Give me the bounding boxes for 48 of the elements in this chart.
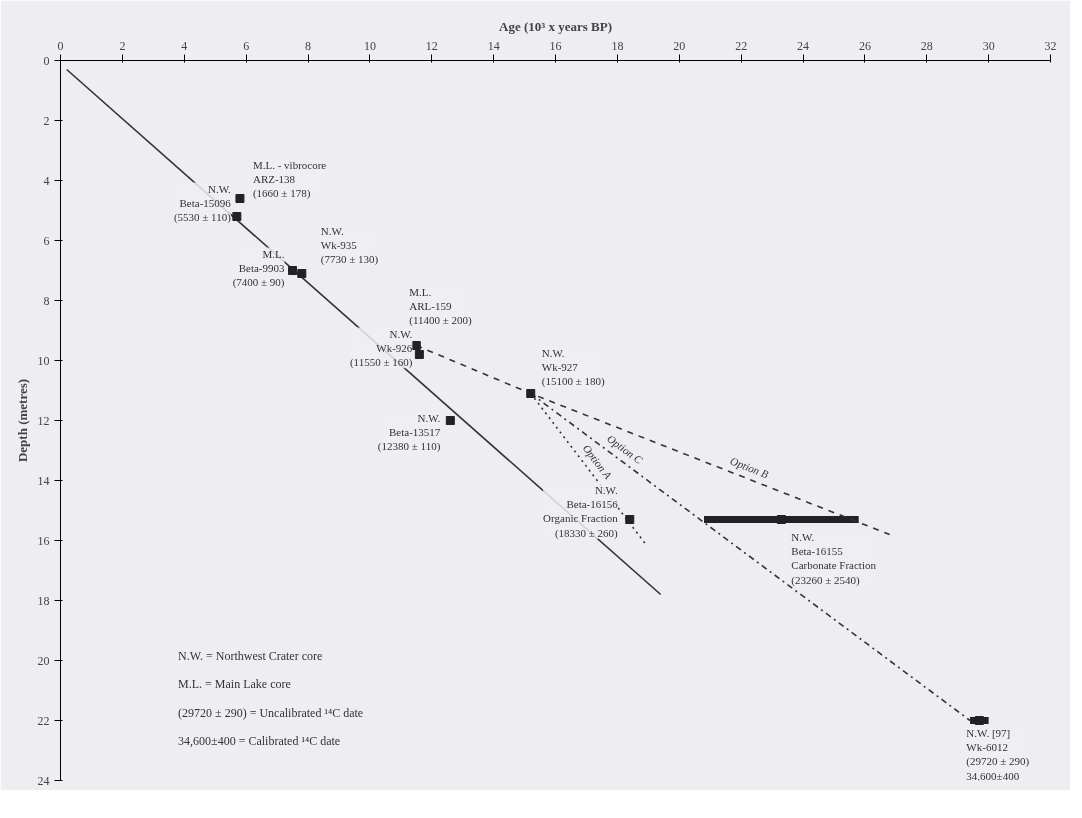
annotation: N.W. = Northwest Crater core bbox=[178, 648, 323, 663]
x-tick-label: 20 bbox=[673, 38, 686, 53]
y-tick-label: 14 bbox=[37, 473, 50, 488]
text: Option B bbox=[728, 454, 771, 481]
annotation: N.W. Beta-16155 Carbonate Fraction (23260 ± 2540) bbox=[791, 530, 877, 587]
y-tick-label: 10 bbox=[37, 353, 50, 368]
y-tick-label: 8 bbox=[43, 293, 50, 308]
annotation: M.L. ARL-159 (11400 ± 200) bbox=[409, 285, 473, 328]
annotation: N.W. Wk-935 (7730 ± 130) bbox=[320, 224, 379, 267]
y-tick-label: 20 bbox=[37, 653, 50, 668]
y-tick-label: 16 bbox=[37, 533, 50, 548]
y-tick-label: 0 bbox=[43, 53, 50, 68]
y-tick-label: 24 bbox=[37, 773, 50, 788]
annotation: M.L. Beta-9903 (7400 ± 90) bbox=[232, 247, 286, 290]
y-axis-title: Depth (metres) bbox=[14, 378, 30, 463]
annotation: N.W. [97] Wk-6012 (29720 ± 290) 34,600±400 bbox=[966, 726, 1030, 782]
x-tick-label: 22 bbox=[735, 38, 748, 53]
x-tick-label: 2 bbox=[119, 38, 126, 53]
annotation: M.L. - vibrocore ARZ-138 (1660 ± 178) bbox=[252, 158, 327, 201]
x-tick-label: 32 bbox=[1044, 38, 1057, 53]
annotation: (29720 ± 290) = Uncalibrated ¹⁴C date bbox=[178, 705, 364, 720]
x-tick-label: 28 bbox=[920, 38, 933, 53]
x-tick-label: 14 bbox=[487, 38, 500, 53]
x-tick-label: 18 bbox=[611, 38, 624, 53]
x-tick-label: 16 bbox=[549, 38, 562, 53]
y-tick-label: 12 bbox=[37, 413, 50, 428]
y-tick-label: 22 bbox=[37, 713, 50, 728]
y-tick-label: 2 bbox=[43, 113, 50, 128]
annotation: N.W. Beta-15096 (5530 ± 110) bbox=[173, 182, 232, 225]
annotation: M.L. = Main Lake core bbox=[178, 677, 291, 691]
annotation: N.W. Beta-13517 (12380 ± 110) bbox=[377, 411, 441, 454]
y-tick-label: 4 bbox=[43, 173, 50, 188]
x-tick-label: 26 bbox=[858, 38, 871, 53]
x-tick-label: 6 bbox=[243, 38, 250, 53]
x-tick-label: 30 bbox=[982, 38, 995, 53]
x-tick-label: 10 bbox=[363, 38, 376, 53]
x-tick-label: 8 bbox=[305, 38, 311, 53]
annotation: N.W. Beta-16156 Organic Fraction (18330 ± 260) bbox=[543, 483, 619, 540]
y-tick-label: 6 bbox=[43, 233, 50, 248]
x-tick-label: 0 bbox=[57, 38, 64, 53]
annotation: N.W. Wk-926 (11550 ± 160) bbox=[349, 327, 413, 370]
x-tick-label: 4 bbox=[181, 38, 188, 53]
annotation: 34,600±400 = Calibrated ¹⁴C date bbox=[178, 734, 341, 748]
x-tick-label: 24 bbox=[797, 38, 809, 53]
x-axis-title: Age (10³ x years BP) bbox=[499, 18, 612, 34]
y-tick-label: 18 bbox=[37, 593, 50, 608]
x-tick-label: 12 bbox=[425, 38, 438, 53]
annotation: N.W. Wk-927 (15100 ± 180) bbox=[541, 346, 605, 389]
